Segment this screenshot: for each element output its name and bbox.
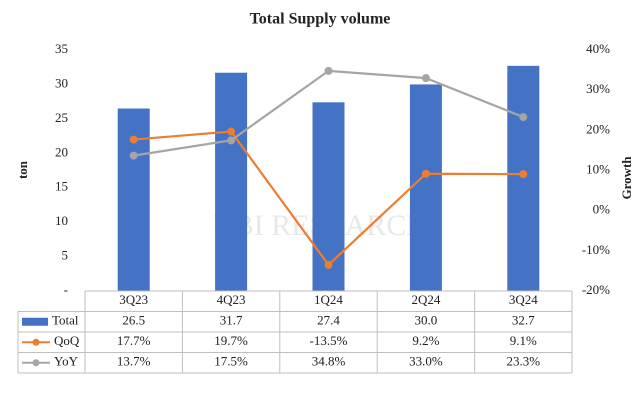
legend-key: [32, 359, 40, 367]
table-value: 9.1%: [510, 333, 537, 348]
y-tick-label: 20: [55, 144, 68, 159]
y-tick-label: 25: [55, 110, 68, 125]
table-value: 32.7: [512, 313, 535, 328]
y2-tick-label: 20%: [586, 121, 610, 136]
x-tick-label: 4Q23: [217, 292, 246, 307]
y2-tick-label: -10%: [582, 242, 610, 257]
table-value: 33.0%: [409, 354, 443, 369]
y2-tick-label: 0%: [593, 202, 611, 217]
y-tick-label: 10: [55, 213, 68, 228]
marker: [324, 66, 333, 75]
table-value: 34.8%: [312, 354, 346, 369]
marker: [227, 127, 236, 136]
table-value: 13.7%: [117, 354, 151, 369]
y-tick-label: -: [64, 282, 68, 297]
legend-key: [22, 317, 48, 326]
y2-tick-label: 10%: [586, 161, 610, 176]
y2-tick-label: -20%: [582, 282, 610, 297]
table-value: 26.5: [122, 313, 145, 328]
marker: [421, 74, 430, 83]
table-value: 17.5%: [214, 354, 248, 369]
y2-tick-label: 30%: [586, 81, 610, 96]
chart-title: Total Supply volume: [250, 11, 391, 28]
marker: [129, 151, 138, 160]
legend-key: [32, 338, 40, 346]
x-tick-label: 1Q24: [314, 292, 343, 307]
marker: [421, 169, 430, 178]
table-value: -13.5%: [310, 333, 348, 348]
y-tick-label: 30: [55, 75, 68, 90]
table-value: 9.2%: [412, 333, 439, 348]
x-tick-label: 3Q23: [119, 292, 148, 307]
table-value: 30.0: [415, 313, 438, 328]
table-value: 17.7%: [117, 333, 151, 348]
table-value: 27.4: [317, 313, 340, 328]
x-tick-label: 2Q24: [411, 292, 440, 307]
legend-label: QoQ: [54, 333, 80, 348]
marker: [227, 136, 236, 145]
bar: [507, 65, 540, 291]
y-tick-label: 15: [55, 179, 68, 194]
bar: [312, 102, 345, 292]
y2-tick-label: 40%: [586, 41, 610, 56]
bar: [409, 84, 442, 291]
legend-label: Total: [52, 313, 79, 328]
table-value: 19.7%: [214, 333, 248, 348]
y-axis-title: ton: [15, 160, 30, 179]
marker: [324, 260, 333, 269]
y-tick-label: 5: [62, 248, 69, 263]
legend-label: YoY: [54, 354, 79, 369]
x-tick-label: 3Q24: [509, 292, 538, 307]
bar: [215, 72, 248, 291]
marker: [519, 170, 528, 179]
table-value: 31.7: [220, 313, 243, 328]
y2-axis-title: Growth: [619, 156, 634, 200]
marker: [519, 113, 528, 122]
y-tick-label: 35: [55, 41, 68, 56]
table-value: 23.3%: [507, 354, 541, 369]
marker: [129, 135, 138, 144]
